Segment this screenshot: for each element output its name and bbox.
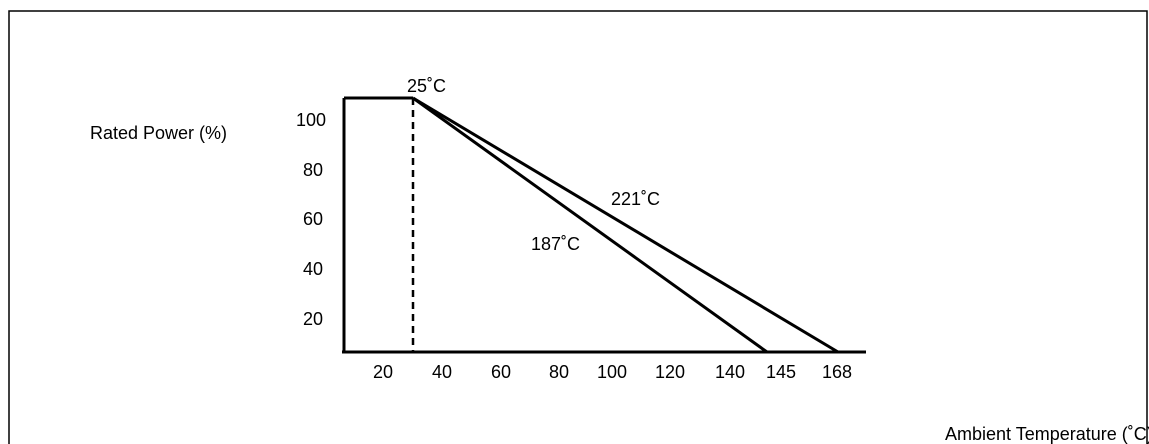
series-line-221 [412, 96, 839, 354]
annotation-upper-line: 221˚C [611, 189, 660, 209]
x-axis-title: Ambient Temperature (˚C) [945, 424, 1149, 444]
x-tick-label: 168 [822, 362, 852, 382]
x-tick-label: 60 [491, 362, 511, 382]
x-tick-label: 80 [549, 362, 569, 382]
x-tick-label: 20 [373, 362, 393, 382]
x-tick-label: 100 [597, 362, 627, 382]
y-tick-label: 60 [303, 209, 323, 229]
x-tick-label: 140 [715, 362, 745, 382]
annotation-lower-line: 187˚C [531, 234, 580, 254]
y-tick-label: 100 [296, 110, 326, 130]
y-tick-label: 80 [303, 160, 323, 180]
y-axis-title: Rated Power (%) [90, 123, 227, 143]
x-tick-label: 145 [766, 362, 796, 382]
y-tick-label: 20 [303, 309, 323, 329]
series-line-187 [412, 96, 768, 354]
x-tick-label: 120 [655, 362, 685, 382]
annotation-knee: 25˚C [407, 76, 446, 96]
x-tick-label: 40 [432, 362, 452, 382]
chart-border [8, 10, 1148, 444]
y-tick-label: 40 [303, 259, 323, 279]
